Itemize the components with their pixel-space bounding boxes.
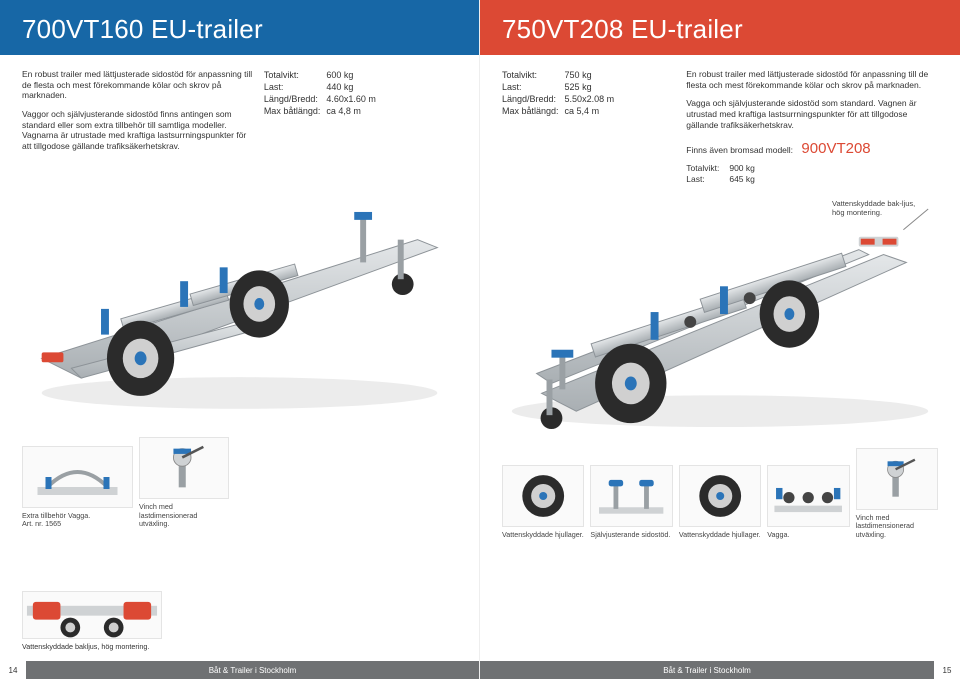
thumb-image <box>679 465 761 527</box>
callout-taillights: Vattenskyddade bak-ljus, hög montering. <box>832 200 922 217</box>
cap-line: Art. nr. 1565 <box>22 520 133 528</box>
left-title: 700VT160 EU-trailer <box>0 0 479 55</box>
extra-specs: Totalvikt: Last: 900 kg 645 kg <box>686 163 938 184</box>
page-number: 15 <box>934 661 960 679</box>
spec-label: Max båtlängd: <box>264 105 321 117</box>
thumb-cap: Vattenskyddade hjullager. <box>502 531 584 539</box>
right-footer: Båt & Trailer i Stockholm 15 <box>480 661 960 679</box>
strip-image <box>22 591 162 639</box>
side-support-icon <box>591 466 671 526</box>
spec-value: ca 4,8 m <box>326 105 376 117</box>
spec-value: 600 kg <box>326 69 376 81</box>
spec-value: 750 kg <box>565 69 615 81</box>
trailer-illustration-icon <box>12 169 467 429</box>
thumb-cap: Vagga. <box>767 531 849 539</box>
spec-label: Totalvikt: <box>686 163 719 174</box>
spec-label: Längd/Bredd: <box>502 93 559 105</box>
right-hero-image: Vattenskyddade bak-ljus, hög montering. <box>492 194 948 444</box>
thumb-sidostod: Självjusterande sidostöd. <box>590 465 672 539</box>
thumb-cap: Självjusterande sidostöd. <box>590 531 672 539</box>
right-columns: Totalvikt: Last: Längd/Bredd: Max båtlän… <box>480 55 960 188</box>
thumb-hub2: Vattenskyddade hjullager. <box>679 465 761 539</box>
thumb-winch: Vinch med lastdimensionerad utväxling. <box>139 437 229 528</box>
spec-label: Totalvikt: <box>264 69 321 81</box>
thumb-hub1: Vattenskyddade hjullager. <box>502 465 584 539</box>
left-body: En robust trailer med lättjusterade sido… <box>22 69 254 151</box>
extra-spec-labels: Totalvikt: Last: <box>686 163 719 184</box>
extra-model-code: 900VT208 <box>801 140 870 157</box>
thumb-vagga: Vagga. <box>767 465 849 539</box>
left-page: 700VT160 EU-trailer En robust trailer me… <box>0 0 480 679</box>
left-para-1: En robust trailer med lättjusterade sido… <box>22 69 254 101</box>
left-thumbs: Extra tillbehör Vagga. Art. nr. 1565 Vin… <box>0 429 479 528</box>
right-spec-values: 750 kg 525 kg 5.50x2.08 m ca 5,4 m <box>565 69 615 184</box>
left-strip: Vattenskyddade bakljus, hög montering. <box>22 591 457 651</box>
left-spec-labels: Totalvikt: Last: Längd/Bredd: Max båtlän… <box>264 69 321 151</box>
spec-label: Längd/Bredd: <box>264 93 321 105</box>
thumb-cap: Vattenskyddade hjullager. <box>679 531 761 539</box>
thumb-extra: Extra tillbehör Vagga. Art. nr. 1565 <box>22 446 133 529</box>
page-number: 14 <box>0 661 26 679</box>
winch-icon <box>857 449 937 509</box>
extra-spec-values: 900 kg 645 kg <box>729 163 755 184</box>
left-columns: En robust trailer med lättjusterade sido… <box>0 55 479 155</box>
trailer-illustration-icon <box>492 194 948 444</box>
footer-text: Båt & Trailer i Stockholm <box>26 661 479 679</box>
spec-label: Last: <box>686 174 719 185</box>
spec-label: Totalvikt: <box>502 69 559 81</box>
spec-value: 5.50x2.08 m <box>565 93 615 105</box>
thumb-image <box>22 446 133 508</box>
tail-lights-icon <box>23 592 161 639</box>
left-footer: 14 Båt & Trailer i Stockholm <box>0 661 479 679</box>
footer-text: Båt & Trailer i Stockholm <box>480 661 934 679</box>
thumb-image <box>767 465 849 527</box>
extra-model-label: Finns även bromsad modell: <box>686 145 793 155</box>
spec-label: Last: <box>502 81 559 93</box>
wheel-hub-icon <box>680 466 760 526</box>
right-para-1: En robust trailer med lättjusterade sido… <box>686 69 938 90</box>
right-spec-labels: Totalvikt: Last: Längd/Bredd: Max båtlän… <box>502 69 559 184</box>
thumb-image <box>139 437 229 499</box>
thumb-image <box>856 448 938 510</box>
thumb-image <box>590 465 672 527</box>
cradle-icon <box>768 466 848 526</box>
cradle-icon <box>23 447 132 507</box>
thumb-winch: Vinch med lastdimensionerad utväxling. <box>856 448 938 539</box>
strip-cap: Vattenskyddade bakljus, hög montering. <box>22 642 457 651</box>
extra-model: Finns även bromsad modell: 900VT208 <box>686 140 938 159</box>
thumb-cap-winch: Vinch med lastdimensionerad utväxling. <box>139 503 229 528</box>
left-specs: Totalvikt: Last: Längd/Bredd: Max båtlän… <box>264 69 457 151</box>
thumb-cap-extra: Extra tillbehör Vagga. Art. nr. 1565 <box>22 512 133 529</box>
thumb-cap: Vinch med lastdimensionerad utväxling. <box>856 514 938 539</box>
right-page: 750VT208 EU-trailer Totalvikt: Last: Län… <box>480 0 960 679</box>
left-hero-image <box>12 169 467 429</box>
right-specs: Totalvikt: Last: Längd/Bredd: Max båtlän… <box>502 69 676 184</box>
left-spec-values: 600 kg 440 kg 4.60x1.60 m ca 4,8 m <box>326 69 376 151</box>
thumb-image <box>502 465 584 527</box>
left-para-2: Vaggor och självjusterande sidostöd finn… <box>22 109 254 152</box>
wheel-hub-icon <box>503 466 583 526</box>
spec-value: 440 kg <box>326 81 376 93</box>
winch-icon <box>140 438 228 498</box>
right-thumbs: Vattenskyddade hjullager. Självjusterand… <box>480 444 960 539</box>
spec-value: 645 kg <box>729 174 755 185</box>
spec-value: 900 kg <box>729 163 755 174</box>
right-para-2: Vagga och självjusterande sidostöd som s… <box>686 98 938 130</box>
right-body: En robust trailer med lättjusterade sido… <box>686 69 938 184</box>
spec-label: Max båtlängd: <box>502 105 559 117</box>
spec-value: 4.60x1.60 m <box>326 93 376 105</box>
spec-value: 525 kg <box>565 81 615 93</box>
spec-label: Last: <box>264 81 321 93</box>
right-title: 750VT208 EU-trailer <box>480 0 960 55</box>
spec-value: ca 5,4 m <box>565 105 615 117</box>
